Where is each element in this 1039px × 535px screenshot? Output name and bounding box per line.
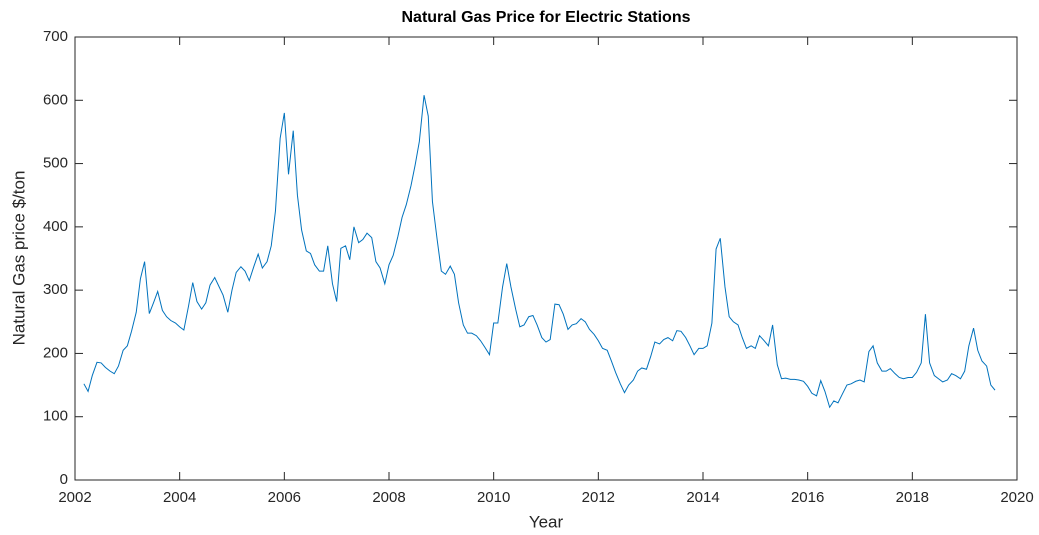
y-tick-label: 300 — [43, 281, 68, 298]
y-tick-label: 400 — [43, 218, 68, 235]
x-axis-label: Year — [529, 512, 564, 531]
x-tick-label: 2008 — [372, 489, 405, 506]
x-tick-label: 2020 — [1000, 489, 1033, 506]
x-tick-label: 2016 — [791, 489, 824, 506]
price-line — [83, 95, 996, 409]
y-tick-label: 500 — [43, 155, 68, 172]
x-tick-label: 2002 — [58, 489, 91, 506]
y-tick-label: 0 — [60, 471, 68, 488]
x-tick-label: 2012 — [582, 489, 615, 506]
y-axis-label: Natural Gas price $/ton — [9, 171, 28, 346]
y-tick-label: 600 — [43, 91, 68, 108]
y-tick-label: 200 — [43, 344, 68, 361]
x-tick-label: 2006 — [268, 489, 301, 506]
x-tick-label: 2004 — [163, 489, 196, 506]
plot-frame — [74, 36, 1018, 481]
y-tick-label: 100 — [43, 408, 68, 425]
x-tick-label: 2014 — [686, 489, 719, 506]
y-tick-label: 700 — [43, 28, 68, 45]
x-tick-label: 2018 — [896, 489, 929, 506]
chart-title: Natural Gas Price for Electric Stations — [402, 9, 691, 26]
x-tick-label: 2010 — [477, 489, 510, 506]
